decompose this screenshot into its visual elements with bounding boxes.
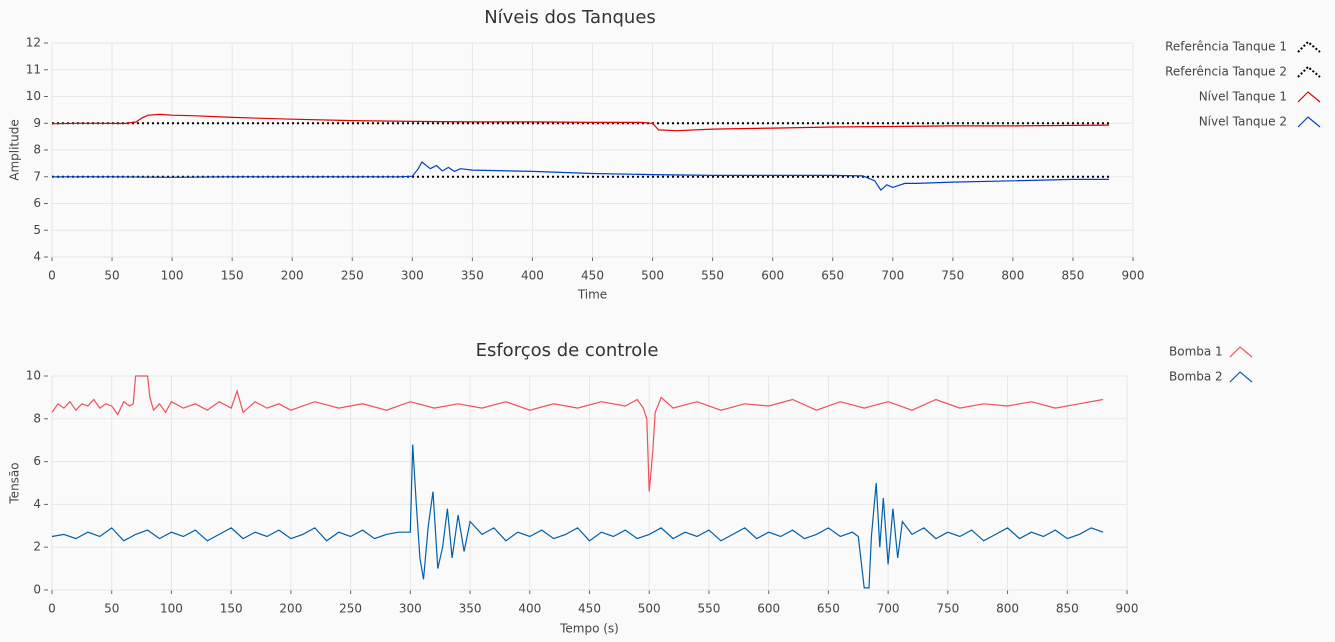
y-tick-label: 9 bbox=[33, 116, 41, 130]
x-tick-label: 900 bbox=[1122, 269, 1145, 283]
series-line bbox=[52, 161, 1109, 192]
y-tick-label: 0 bbox=[33, 583, 41, 597]
x-tick-label: 150 bbox=[221, 269, 244, 283]
x-tick-label: 600 bbox=[757, 602, 780, 616]
y-tick-label: 7 bbox=[33, 169, 41, 183]
x-tick-label: 750 bbox=[941, 269, 964, 283]
legend-icon bbox=[1297, 116, 1321, 128]
legend-label: Bomba 1 bbox=[1169, 345, 1223, 359]
x-tick-label: 250 bbox=[339, 602, 362, 616]
x-tick-label: 350 bbox=[461, 269, 484, 283]
legend-label: Referência Tanque 1 bbox=[1165, 40, 1287, 54]
legend-label: Nível Tanque 1 bbox=[1199, 90, 1287, 104]
x-tick-label: 400 bbox=[521, 269, 544, 283]
legend-icon bbox=[1297, 91, 1321, 103]
x-tick-label: 750 bbox=[936, 602, 959, 616]
y-tick-label: 2 bbox=[33, 540, 41, 554]
x-tick-label: 400 bbox=[518, 602, 541, 616]
y-tick-label: 4 bbox=[33, 250, 41, 264]
x-tick-label: 550 bbox=[701, 269, 724, 283]
series-line bbox=[51, 375, 1104, 492]
x-tick-label: 650 bbox=[817, 602, 840, 616]
x-tick-label: 500 bbox=[638, 602, 661, 616]
x-tick-label: 150 bbox=[220, 602, 243, 616]
x-tick-label: 700 bbox=[881, 269, 904, 283]
x-tick-label: 900 bbox=[1116, 602, 1139, 616]
y-tick-label: 8 bbox=[33, 143, 41, 157]
x-tick-label: 850 bbox=[1056, 602, 1079, 616]
x-tick-label: 300 bbox=[401, 269, 424, 283]
legend-icon bbox=[1229, 371, 1253, 383]
x-tick-label: 800 bbox=[1001, 269, 1024, 283]
legend-icon bbox=[1297, 40, 1321, 53]
x-tick-label: 550 bbox=[697, 602, 720, 616]
x-tick-label: 650 bbox=[821, 269, 844, 283]
y-axis-label: Tensão bbox=[8, 462, 22, 504]
x-axis-label: Time bbox=[577, 288, 607, 302]
x-tick-label: 0 bbox=[48, 602, 56, 616]
series-line bbox=[51, 444, 1104, 589]
x-tick-label: 450 bbox=[581, 269, 604, 283]
chart-title: Esforços de controle bbox=[476, 340, 659, 361]
x-tick-label: 200 bbox=[281, 269, 304, 283]
y-tick-label: 6 bbox=[33, 454, 41, 468]
y-tick-label: 11 bbox=[26, 62, 41, 76]
y-tick-label: 4 bbox=[33, 497, 41, 511]
y-axis-label: Amplitude bbox=[8, 119, 22, 181]
legend-icon bbox=[1229, 346, 1253, 358]
y-tick-label: 6 bbox=[33, 196, 41, 210]
x-tick-label: 350 bbox=[459, 602, 482, 616]
x-tick-label: 800 bbox=[996, 602, 1019, 616]
x-tick-label: 0 bbox=[48, 269, 56, 283]
x-tick-label: 100 bbox=[160, 602, 183, 616]
x-tick-label: 300 bbox=[399, 602, 422, 616]
legend-label: Bomba 2 bbox=[1169, 370, 1223, 384]
x-tick-label: 200 bbox=[279, 602, 302, 616]
x-tick-label: 700 bbox=[877, 602, 900, 616]
x-tick-label: 450 bbox=[578, 602, 601, 616]
y-tick-label: 12 bbox=[26, 36, 41, 50]
series-line bbox=[51, 113, 1110, 132]
x-tick-label: 50 bbox=[104, 602, 119, 616]
y-tick-label: 10 bbox=[26, 369, 41, 383]
legend-label: Nível Tanque 2 bbox=[1199, 115, 1287, 129]
y-tick-label: 8 bbox=[33, 411, 41, 425]
x-axis-label: Tempo (s) bbox=[559, 622, 619, 636]
x-tick-label: 250 bbox=[341, 269, 364, 283]
legend-icon bbox=[1297, 65, 1321, 78]
x-tick-label: 100 bbox=[161, 269, 184, 283]
x-tick-label: 850 bbox=[1061, 269, 1084, 283]
y-tick-label: 10 bbox=[26, 89, 41, 103]
x-tick-label: 600 bbox=[761, 269, 784, 283]
chart-title: Níveis dos Tanques bbox=[484, 7, 656, 28]
y-tick-label: 5 bbox=[33, 223, 41, 237]
legend-label: Referência Tanque 2 bbox=[1165, 65, 1287, 79]
x-tick-label: 50 bbox=[104, 269, 119, 283]
x-tick-label: 500 bbox=[641, 269, 664, 283]
